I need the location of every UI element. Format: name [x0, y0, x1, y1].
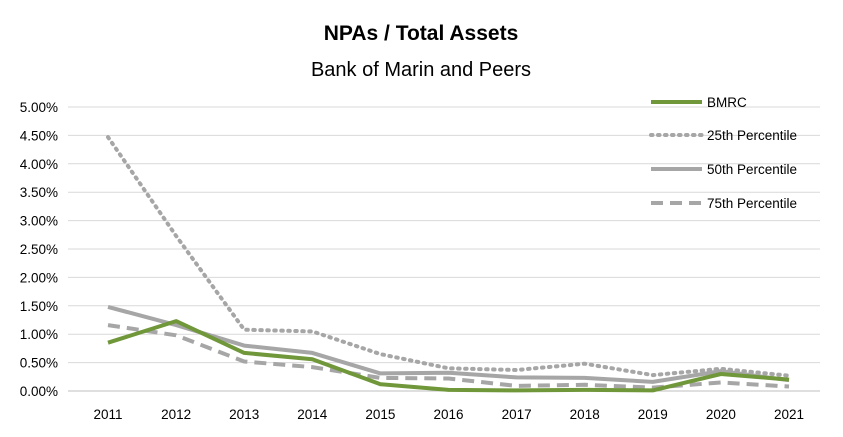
x-tick-label: 2018 — [570, 407, 600, 422]
x-tick-label: 2020 — [706, 407, 736, 422]
series-lines — [106, 135, 791, 393]
y-tick-label: 2.00% — [20, 270, 58, 285]
legend-label: 25th Percentile — [707, 128, 797, 143]
y-tick-label: 5.00% — [20, 100, 58, 115]
chart-title: NPAs / Total Assets — [324, 22, 519, 45]
x-axis-ticks: 2011 2012 2013 2014 2015 2016 2017 2018 2019 2020… — [93, 407, 804, 422]
y-tick-label: 0.00% — [20, 384, 58, 399]
y-axis-ticks: 0.00% 0.50% 1.00% 1.50% 2.00% 2.50% 3.00% 3.50%… — [20, 100, 58, 399]
y-tick-label: 0.50% — [20, 356, 58, 371]
chart-subtitle: Bank of Marin and Peers — [311, 59, 531, 81]
series-line-25th-percentile — [106, 135, 791, 378]
x-tick-label: 2016 — [433, 407, 463, 422]
series-line-bmrc — [107, 319, 790, 393]
x-tick-label: 2011 — [93, 407, 122, 422]
legend: BMRC 25th Percentile 50th Percentile 75th P… — [649, 95, 797, 211]
x-tick-label: 2012 — [161, 407, 191, 422]
y-tick-label: 1.50% — [20, 299, 58, 314]
x-tick-label: 2015 — [365, 407, 395, 422]
y-tick-label: 4.00% — [20, 157, 58, 172]
legend-label: 50th Percentile — [707, 162, 797, 177]
y-tick-label: 2.50% — [20, 242, 58, 257]
y-tick-label: 1.00% — [20, 327, 58, 342]
legend-label: 75th Percentile — [707, 196, 797, 211]
y-tick-label: 3.00% — [20, 214, 58, 229]
series-line-50th-percentile — [107, 304, 790, 384]
y-tick-label: 4.50% — [20, 128, 58, 143]
x-tick-label: 2014 — [297, 407, 328, 422]
gridlines — [68, 106, 820, 392]
y-tick-label: 3.50% — [20, 185, 58, 200]
legend-label: BMRC — [707, 95, 747, 110]
x-tick-label: 2021 — [774, 407, 804, 422]
x-tick-label: 2017 — [502, 407, 532, 422]
x-tick-label: 2013 — [229, 407, 259, 422]
x-tick-label: 2019 — [638, 407, 668, 422]
